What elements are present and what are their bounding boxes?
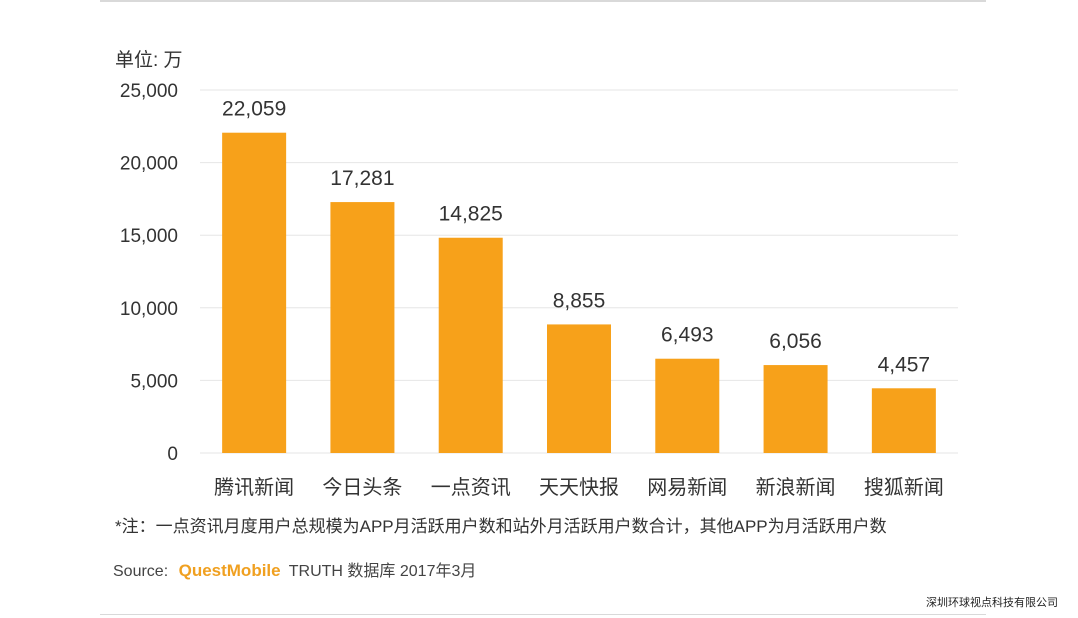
source-line: Source: QuestMobile TRUTH 数据库 2017年3月 xyxy=(113,557,476,581)
bar-value-label: 22,059 xyxy=(222,98,286,121)
source-prefix: Source: xyxy=(113,563,169,580)
bar-value-label: 8,855 xyxy=(553,289,606,312)
category-label: 天天快报 xyxy=(539,476,619,499)
company-watermark: 深圳环球视点科技有限公司 xyxy=(926,597,1058,609)
bar-value-label: 4,457 xyxy=(878,353,931,376)
category-label: 腾讯新闻 xyxy=(214,476,294,499)
category-label: 今日头条 xyxy=(322,476,402,499)
bar xyxy=(547,324,611,453)
source-rest: TRUTH 数据库 2017年3月 xyxy=(288,563,477,580)
value-labels: 22,059 17,281 14,825 8,855 6,493 6,056 4,457 xyxy=(222,98,930,377)
y-tick-label: 15,000 xyxy=(120,226,178,247)
y-tick-label: 0 xyxy=(167,444,178,465)
bar-value-label: 17,281 xyxy=(330,167,394,190)
category-label: 新浪新闻 xyxy=(756,476,836,499)
category-label: 网易新闻 xyxy=(647,476,727,499)
unit-label: 单位: 万 xyxy=(115,50,183,71)
category-labels: 腾讯新闻 今日头条 一点资讯 天天快报 网易新闻 新浪新闻 搜狐新闻 xyxy=(214,476,944,499)
y-tick-label: 25,000 xyxy=(120,81,178,102)
y-axis-ticks: 0 5,000 10,000 15,000 20,000 25,000 xyxy=(120,81,178,465)
category-label: 一点资讯 xyxy=(431,476,511,499)
y-tick-label: 5,000 xyxy=(130,371,178,392)
bar xyxy=(763,365,828,453)
bar xyxy=(655,358,720,453)
bar-value-label: 14,825 xyxy=(439,203,503,226)
y-tick-label: 20,000 xyxy=(120,154,178,175)
source-brand: QuestMobile xyxy=(178,561,281,580)
bar xyxy=(222,132,287,454)
bar-value-label: 6,056 xyxy=(769,330,822,353)
category-label: 搜狐新闻 xyxy=(864,476,944,499)
top-divider xyxy=(100,0,986,2)
bar-value-label: 6,493 xyxy=(661,324,714,347)
bar xyxy=(438,237,503,453)
bars xyxy=(222,132,936,454)
bottom-divider xyxy=(100,614,986,615)
footnote: *注：一点资讯月度用户总规模为APP月活跃用户数和站外月活跃用户数合计，其他AP… xyxy=(115,517,887,536)
bar xyxy=(871,388,936,453)
y-tick-label: 10,000 xyxy=(120,299,178,320)
bar-chart: 0 5,000 10,000 15,000 20,000 25,000 22,059 17,… xyxy=(120,81,958,499)
bar xyxy=(330,202,395,453)
